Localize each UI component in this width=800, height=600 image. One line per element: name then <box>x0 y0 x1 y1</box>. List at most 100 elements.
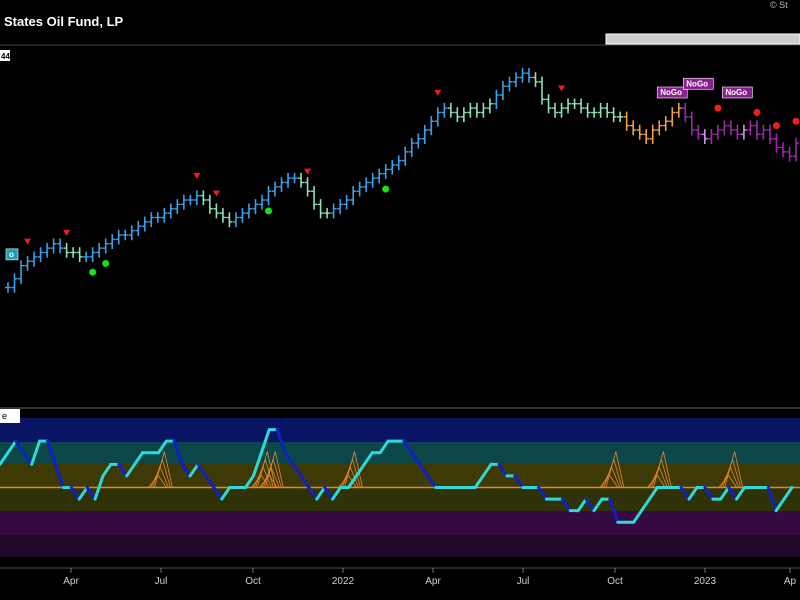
price-bar <box>122 229 129 241</box>
price-bar <box>708 129 715 144</box>
oscillator-segment <box>774 497 786 513</box>
price-bar <box>688 111 695 136</box>
price-bar <box>5 282 11 293</box>
price-bar <box>421 124 428 144</box>
oscillator-segment <box>418 462 430 478</box>
price-bar <box>519 67 526 83</box>
price-bar <box>200 190 207 206</box>
price-bar <box>584 102 591 118</box>
price-bar <box>473 102 480 118</box>
squeeze-mesh <box>718 451 744 488</box>
oscillator-segment <box>212 486 224 501</box>
price-bar <box>161 207 168 223</box>
osc-band-weak-nogo <box>0 488 800 511</box>
oscillator-segment <box>323 486 335 501</box>
go-signal-dot <box>382 185 390 193</box>
price-bar <box>337 199 344 214</box>
svg-text:NoGo: NoGo <box>660 88 682 97</box>
price-bar <box>376 168 383 184</box>
countertrend-triangle <box>434 89 442 96</box>
countertrend-triangle <box>24 238 32 245</box>
price-bar <box>239 207 246 223</box>
price-bar <box>154 212 161 223</box>
copyright: © St <box>770 0 788 10</box>
price-bar <box>617 111 624 123</box>
osc-band-nogo <box>0 511 800 535</box>
oscillator-segment <box>125 462 137 478</box>
price-bar <box>779 142 786 158</box>
oscillator-segment <box>299 474 311 489</box>
oscillator-segment <box>188 462 200 478</box>
price-bar <box>298 172 305 188</box>
price-bar <box>428 116 435 136</box>
svg-text:o: o <box>9 250 14 259</box>
oscillator-segment <box>346 474 358 489</box>
price-bar <box>486 98 493 114</box>
oscillator-segment <box>251 451 263 478</box>
oscillator-segment <box>647 486 659 501</box>
squeeze-mesh <box>258 451 284 488</box>
price-bar <box>454 107 461 123</box>
price-bar <box>330 203 337 219</box>
price-bar <box>76 247 83 263</box>
oscillator-segment <box>69 486 81 501</box>
oscillator-segment <box>592 497 604 513</box>
oscillator-segment <box>481 462 493 478</box>
squeeze-mesh <box>599 451 625 488</box>
price-bar <box>734 124 741 140</box>
oscillator-segment <box>703 486 715 501</box>
price-bar <box>252 199 259 214</box>
price-bar <box>695 124 702 140</box>
oscillator-segment <box>640 497 651 513</box>
oscillator-segment <box>315 486 327 501</box>
scale-badge <box>0 50 10 61</box>
scroll-bar[interactable] <box>605 33 800 45</box>
price-bar <box>591 107 598 118</box>
oscillator-segment <box>85 486 97 501</box>
x-tick-label: Oct <box>607 576 623 587</box>
price-bar <box>109 234 116 249</box>
price-bar <box>31 251 38 267</box>
phase-label: NoGo <box>682 77 714 90</box>
oscillator-segment <box>354 462 366 478</box>
price-bar <box>480 102 487 118</box>
nogo-signal-dot <box>772 122 780 130</box>
oscillator-segment <box>410 451 422 466</box>
price-bar <box>24 256 31 271</box>
price-bar <box>552 102 559 118</box>
oscillator-segment <box>46 439 57 466</box>
oscillator-segment <box>133 451 145 466</box>
price-bar <box>258 194 265 210</box>
price-bar <box>539 76 546 105</box>
countertrend-triangle <box>212 190 220 197</box>
price-bar <box>304 177 311 197</box>
x-tick-label: 2022 <box>332 576 355 587</box>
price-bar <box>278 177 285 193</box>
oscillator-segment <box>584 497 596 513</box>
price-bar <box>506 76 513 92</box>
osc-tag <box>0 409 20 423</box>
oscillator-segment <box>204 474 216 489</box>
price-bar <box>128 225 135 241</box>
x-tick-label: Apr <box>425 576 441 587</box>
oscillator-segment <box>362 451 374 466</box>
countertrend-triangle <box>304 168 312 175</box>
x-axis-labels: Apr Jul Oct 2022 Apr Jul Oct 2023 Ap <box>63 568 797 587</box>
oscillator-segment <box>22 451 34 466</box>
osc-band-strong-go <box>0 418 800 442</box>
phase-label: o <box>5 248 19 261</box>
x-tick-label: 2023 <box>694 576 717 587</box>
price-bar <box>447 102 454 118</box>
price-bar <box>578 98 585 114</box>
oscillator-segment <box>220 486 232 501</box>
price-bar <box>285 172 292 188</box>
price-bar <box>545 94 552 114</box>
price-bars-layer <box>5 67 799 293</box>
oscillator-segment <box>735 486 746 501</box>
price-bar <box>727 120 734 136</box>
price-bar <box>714 124 721 140</box>
price-bar <box>740 124 747 140</box>
price-bar <box>434 107 441 127</box>
price-bar <box>141 216 148 232</box>
